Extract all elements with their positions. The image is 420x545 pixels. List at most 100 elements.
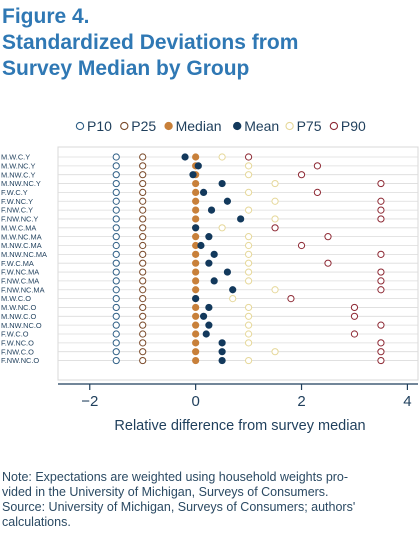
legend-label: P10 bbox=[87, 118, 112, 134]
data-point bbox=[244, 250, 253, 258]
data-point bbox=[192, 356, 200, 365]
data-point bbox=[181, 153, 189, 161]
data-point bbox=[192, 339, 200, 347]
y-tick-label: M.NW.C.Y bbox=[1, 170, 36, 179]
data-point bbox=[112, 339, 120, 347]
x-tick-label: 4 bbox=[403, 393, 411, 410]
data-point bbox=[377, 286, 385, 294]
data-point bbox=[244, 356, 253, 365]
y-tick-label: M.W.NC.MA bbox=[1, 232, 42, 241]
x-ticks: −2 0 2 4 bbox=[81, 384, 412, 410]
y-tick-label: F.NW.C.Y bbox=[1, 206, 33, 215]
data-point bbox=[112, 268, 120, 276]
data-point bbox=[271, 286, 279, 294]
data-point bbox=[192, 259, 200, 267]
y-tick-label: F.NW.NC.Y bbox=[1, 215, 38, 224]
data-point bbox=[139, 312, 147, 320]
data-point bbox=[244, 303, 253, 312]
data-point bbox=[237, 215, 245, 223]
data-point bbox=[199, 312, 208, 320]
data-point bbox=[192, 206, 200, 214]
data-point bbox=[210, 277, 218, 285]
data-point bbox=[139, 197, 147, 205]
data-point bbox=[229, 286, 237, 294]
data-point bbox=[139, 224, 147, 232]
data-point bbox=[244, 188, 253, 196]
data-point bbox=[112, 286, 120, 294]
y-tick-labels: M.W.C.YM.W.NC.YM.NW.C.YM.NW.NC.YF.W.C.YF… bbox=[1, 153, 47, 366]
data-point bbox=[192, 179, 200, 188]
legend-label: P25 bbox=[131, 118, 156, 134]
data-point bbox=[139, 241, 147, 250]
data-point bbox=[192, 224, 200, 232]
data-point bbox=[218, 348, 226, 356]
data-point bbox=[377, 268, 385, 276]
data-point bbox=[192, 153, 200, 161]
data-point bbox=[244, 233, 253, 241]
legend-item: Median bbox=[164, 118, 222, 134]
data-point bbox=[139, 348, 147, 356]
data-point bbox=[197, 241, 205, 250]
data-point bbox=[313, 162, 322, 170]
data-point bbox=[192, 233, 200, 241]
y-tick-label: F.NW.C.O bbox=[1, 347, 34, 356]
data-point bbox=[377, 215, 385, 223]
grid-lines bbox=[58, 156, 418, 361]
note-line: calculations. bbox=[2, 515, 71, 529]
data-point bbox=[139, 356, 147, 365]
data-point bbox=[377, 179, 385, 188]
data-point bbox=[139, 277, 147, 285]
data-point bbox=[192, 312, 200, 320]
data-point bbox=[112, 215, 120, 223]
y-tick-label: F.W.NC.O bbox=[1, 338, 34, 347]
data-point bbox=[139, 259, 147, 267]
legend-marker bbox=[285, 121, 294, 131]
legend-item: P75 bbox=[285, 118, 322, 134]
y-tick-label: F.W.NC.Y bbox=[1, 197, 33, 206]
data-point bbox=[139, 330, 147, 338]
y-tick-label: F.W.NC.MA bbox=[1, 268, 39, 277]
data-point bbox=[229, 295, 237, 303]
legend-marker bbox=[120, 121, 129, 131]
legend-marker bbox=[329, 121, 339, 131]
data-point bbox=[192, 295, 200, 303]
data-point bbox=[192, 303, 200, 312]
x-tick-label: −2 bbox=[81, 393, 98, 410]
legend-marker bbox=[233, 121, 242, 131]
data-point bbox=[139, 303, 147, 312]
data-point bbox=[244, 339, 253, 347]
data-point bbox=[139, 215, 147, 223]
legend-label: Median bbox=[176, 118, 222, 134]
data-point bbox=[350, 330, 359, 338]
data-point bbox=[112, 321, 120, 329]
data-point bbox=[287, 295, 295, 303]
data-point bbox=[139, 179, 147, 188]
data-point bbox=[112, 188, 120, 196]
data-point bbox=[112, 330, 120, 338]
data-point bbox=[139, 171, 147, 179]
data-point bbox=[112, 233, 120, 241]
data-point bbox=[112, 241, 120, 250]
data-point bbox=[112, 259, 120, 267]
dot-chart: P10 P25 Median Mean P75 P90 M.W.C.YM.W.NC.YM.… bbox=[1, 118, 419, 434]
data-point bbox=[271, 179, 279, 188]
data-point bbox=[218, 339, 226, 347]
y-tick-label: F.W.C.O bbox=[1, 330, 29, 339]
data-point bbox=[112, 295, 120, 303]
data-point bbox=[377, 277, 385, 285]
y-tick-label: M.NW.NC.O bbox=[1, 321, 42, 330]
data-point bbox=[139, 188, 147, 196]
data-point bbox=[202, 330, 210, 338]
data-point bbox=[218, 153, 226, 161]
data-point bbox=[112, 224, 120, 232]
data-point bbox=[139, 153, 147, 161]
data-point bbox=[271, 197, 279, 205]
data-point bbox=[139, 233, 147, 241]
data-point bbox=[112, 312, 120, 320]
data-point bbox=[313, 188, 322, 196]
data-point bbox=[218, 224, 226, 232]
figure-title-line: Figure 4. bbox=[2, 5, 90, 28]
data-point bbox=[324, 233, 332, 241]
data-point bbox=[112, 277, 120, 285]
data-point bbox=[297, 241, 306, 250]
